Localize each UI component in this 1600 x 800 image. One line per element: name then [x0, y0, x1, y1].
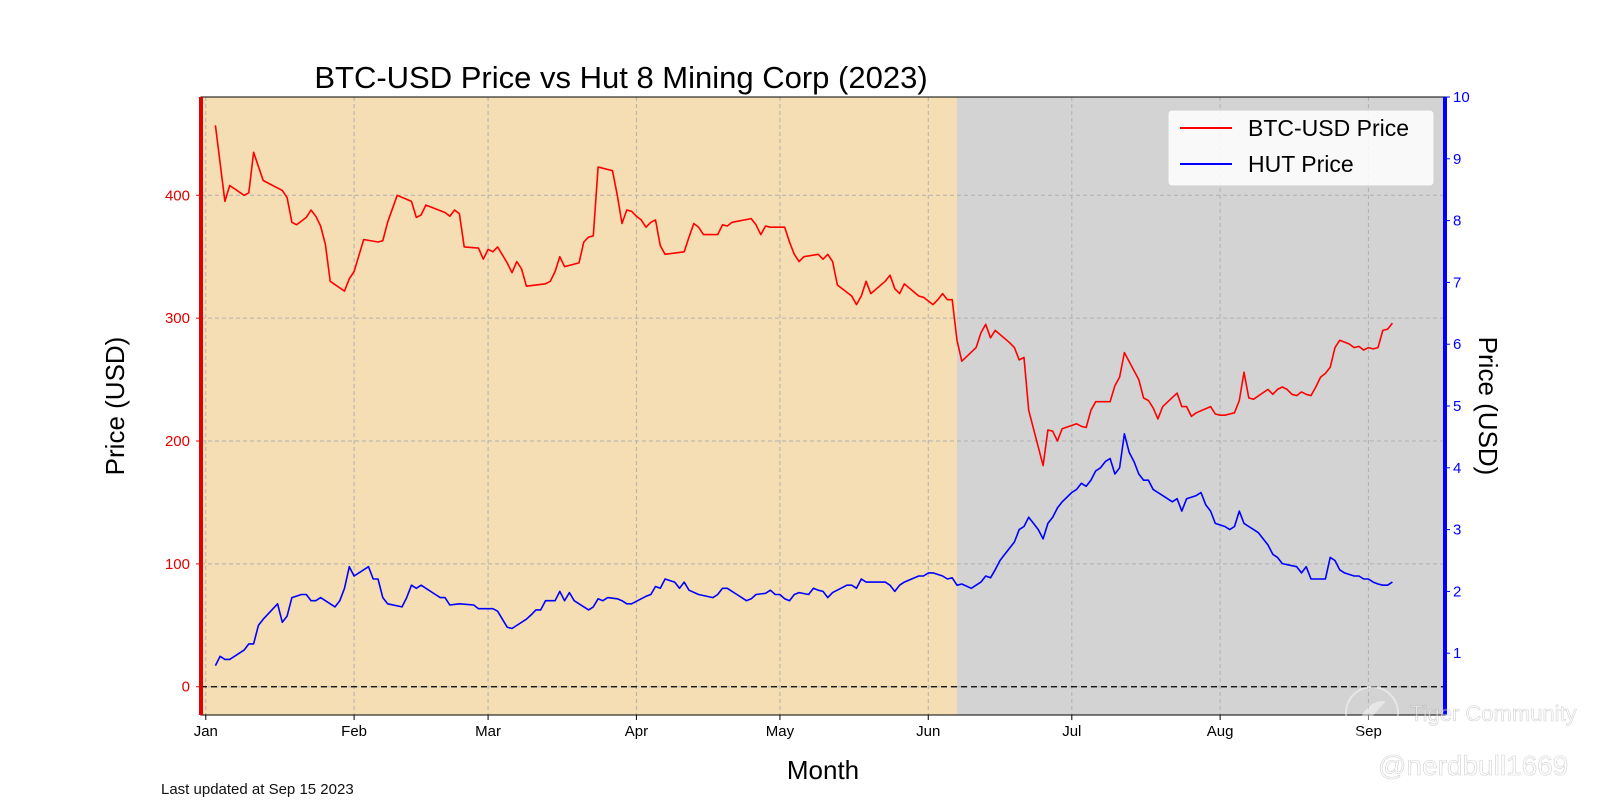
y-right-axis-ticks: 1 2 3 4 5 6 7 8 9 10 — [1445, 89, 1470, 662]
grid — [201, 97, 1445, 715]
legend-label-hut: HUT Price — [1248, 151, 1354, 177]
chart-title: BTC-USD Price vs Hut 8 Mining Corp (2023… — [314, 60, 927, 95]
background-regions — [201, 97, 1445, 715]
y-left-tick-label: 100 — [165, 556, 190, 573]
shaded-region-0 — [201, 97, 957, 715]
y-left-tick-label: 400 — [165, 187, 190, 204]
last-updated-text: Last updated at Sep 15 2023 — [161, 781, 354, 798]
shaded-region-1 — [956, 97, 1445, 715]
x-tick-label: Jun — [916, 723, 940, 740]
y-left-tick-label: 0 — [182, 679, 190, 696]
y-right-tick-label: 7 — [1453, 274, 1461, 291]
watermark-logo — [1345, 686, 1399, 740]
legend-box — [1167, 109, 1435, 187]
x-tick-label: Feb — [341, 723, 367, 740]
series — [214, 125, 1394, 666]
x-tick-label: Apr — [625, 723, 648, 740]
watermark-handle: @nerdbull1669 — [1378, 750, 1568, 781]
x-tick-label: Jan — [194, 723, 218, 740]
x-tick-label: Jul — [1062, 723, 1081, 740]
legend: BTC-USD Price HUT Price — [1167, 109, 1435, 187]
watermark-logo-mark — [1358, 700, 1386, 726]
series-line-btc-usd — [214, 125, 1394, 467]
y-right-tick-label: 6 — [1453, 336, 1461, 353]
y-left-tick-label: 300 — [165, 310, 190, 327]
y-right-tick-label: 5 — [1453, 398, 1461, 415]
y-right-tick-label: 8 — [1453, 213, 1461, 230]
x-tick-label: Aug — [1207, 723, 1234, 740]
series-line-hut — [214, 432, 1393, 666]
x-axis-ticks: Jan Feb Mar Apr May Jun Jul Aug Sep — [194, 715, 1382, 740]
y-right-tick-label: 4 — [1453, 460, 1461, 477]
y-left-tick-label: 200 — [165, 433, 190, 450]
y-right-tick-label: 2 — [1453, 583, 1461, 600]
y-right-tick-label: 10 — [1453, 89, 1470, 106]
x-tick-label: Mar — [475, 723, 501, 740]
watermark-brand: Tiger Community — [1410, 701, 1577, 726]
x-axis-label: Month — [787, 755, 859, 785]
y-right-tick-label: 3 — [1453, 522, 1461, 539]
x-tick-label: Sep — [1355, 723, 1382, 740]
y-right-tick-label: 1 — [1453, 645, 1461, 662]
x-tick-label: May — [766, 723, 795, 740]
y-right-tick-label: 9 — [1453, 151, 1461, 168]
y-left-axis-ticks: 0 100 200 300 400 — [165, 187, 201, 696]
watermark: Tiger Community @nerdbull1669 — [1345, 686, 1577, 781]
legend-label-btc: BTC-USD Price — [1248, 115, 1409, 141]
y-left-axis-label: Price (USD) — [100, 337, 130, 476]
y-right-axis-label: Price (USD) — [1473, 337, 1503, 476]
